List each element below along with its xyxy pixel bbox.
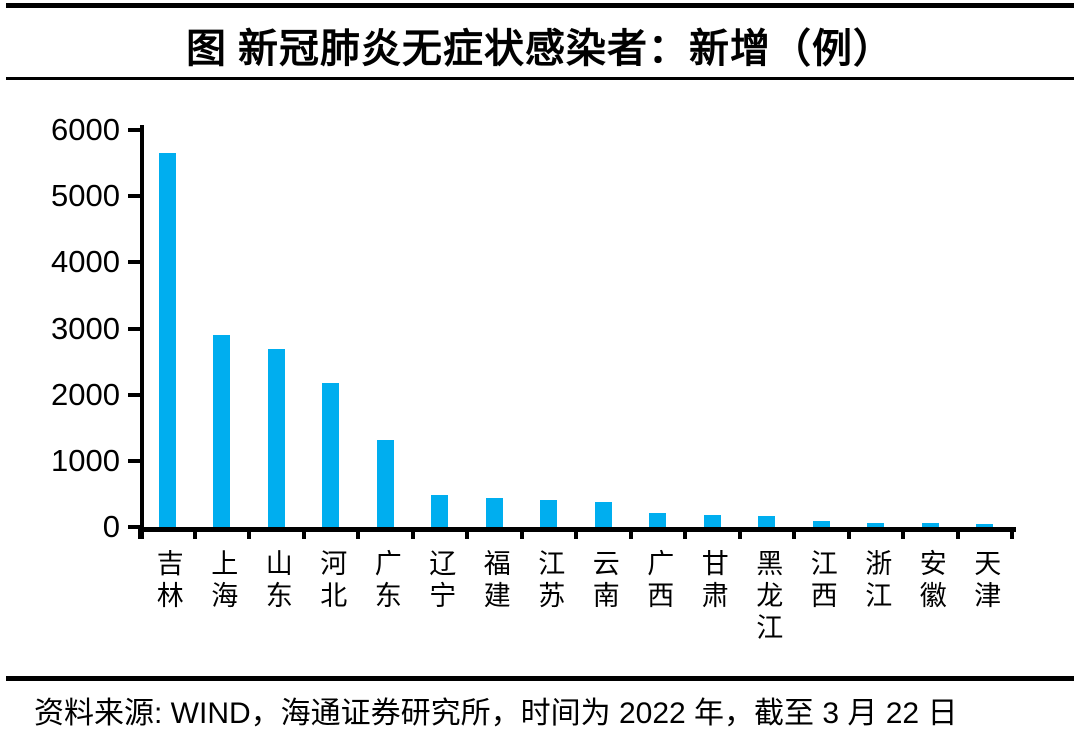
bar bbox=[431, 495, 449, 527]
y-axis-tick bbox=[128, 260, 140, 265]
bar bbox=[976, 524, 994, 527]
x-category-label: 广东 bbox=[370, 549, 401, 613]
chart-title: 图 新冠肺炎无症状感染者：新增（例） bbox=[186, 26, 894, 71]
x-category-label: 河北 bbox=[316, 549, 347, 613]
x-axis-tick bbox=[792, 527, 796, 539]
y-axis-tick-label: 1000 bbox=[51, 442, 120, 478]
x-category-label: 吉林 bbox=[152, 549, 183, 613]
x-category-label: 广西 bbox=[643, 549, 674, 613]
x-axis-tick bbox=[465, 527, 469, 539]
y-axis-tick bbox=[128, 194, 140, 199]
y-axis-tick-label: 0 bbox=[102, 509, 120, 544]
bar bbox=[322, 382, 340, 527]
x-category-label: 甘肃 bbox=[697, 549, 728, 613]
bar bbox=[267, 349, 285, 527]
footer-rule bbox=[6, 676, 1074, 681]
x-category-label: 江西 bbox=[806, 549, 837, 613]
x-axis-tick bbox=[247, 527, 251, 539]
x-axis-tick bbox=[955, 527, 960, 539]
source-note: 资料来源: WIND，海通证券研究所，时间为 2022 年，截至 3 月 22 … bbox=[34, 697, 958, 730]
x-category-label: 山东 bbox=[261, 549, 292, 613]
x-axis-tick bbox=[301, 527, 306, 539]
bar bbox=[921, 523, 939, 527]
bar bbox=[649, 513, 667, 527]
y-axis-tick-label: 3000 bbox=[51, 310, 120, 346]
x-category-label: 黑龙江 bbox=[752, 549, 783, 645]
x-category-label: 浙江 bbox=[861, 549, 892, 613]
y-axis-tick-label: 5000 bbox=[51, 178, 120, 214]
x-axis-tick bbox=[138, 527, 142, 539]
plot-area: 0 1000 2000 3000 4000 5000 6000 bbox=[51, 113, 1016, 544]
x-axis-tick bbox=[846, 527, 851, 539]
x-axis-labels: 吉林 上海 山东 河北 广东 辽宁 福建 江苏 云南 广西 甘肃 黑龙江 江西 浙江 安徽 天津 bbox=[140, 549, 1012, 669]
x-axis-tick bbox=[628, 527, 633, 539]
x-category-label: 上海 bbox=[207, 549, 238, 613]
x-axis-tick bbox=[737, 527, 742, 539]
bar bbox=[594, 501, 612, 527]
x-axis-tick bbox=[519, 527, 524, 539]
x-axis-tick bbox=[1010, 527, 1014, 539]
x-axis-tick bbox=[683, 527, 687, 539]
x-category-label: 云南 bbox=[588, 549, 619, 613]
y-axis-tick bbox=[128, 128, 140, 132]
x-axis-tick bbox=[574, 527, 578, 539]
bar bbox=[158, 153, 176, 527]
bar bbox=[540, 499, 558, 527]
bar bbox=[213, 335, 231, 527]
x-axis-line bbox=[140, 527, 1016, 532]
x-category-label: 江苏 bbox=[534, 549, 565, 613]
x-axis-tick bbox=[410, 527, 415, 539]
bar bbox=[812, 520, 830, 527]
y-axis-tick-label: 2000 bbox=[51, 376, 120, 412]
x-axis-tick bbox=[192, 527, 197, 539]
y-axis-tick-label: 6000 bbox=[51, 112, 120, 147]
y-axis-line bbox=[140, 125, 144, 539]
bar bbox=[703, 514, 721, 527]
x-category-label: 天津 bbox=[970, 549, 1001, 613]
bar bbox=[485, 497, 503, 527]
y-axis-tick-label: 4000 bbox=[51, 244, 120, 280]
x-category-label: 辽宁 bbox=[425, 549, 456, 613]
bar bbox=[376, 440, 394, 527]
title-divider-rule bbox=[6, 77, 1074, 80]
x-axis-tick bbox=[356, 527, 360, 539]
x-axis-tick bbox=[901, 527, 905, 539]
y-axis-tick bbox=[128, 326, 140, 331]
top-rule bbox=[6, 3, 1074, 8]
bar bbox=[867, 522, 885, 527]
y-axis-tick bbox=[128, 458, 140, 463]
bar bbox=[758, 515, 776, 527]
y-axis-tick bbox=[128, 392, 140, 397]
y-axis-tick bbox=[128, 525, 140, 529]
x-category-label: 安徽 bbox=[915, 549, 946, 613]
x-category-label: 福建 bbox=[479, 549, 510, 613]
